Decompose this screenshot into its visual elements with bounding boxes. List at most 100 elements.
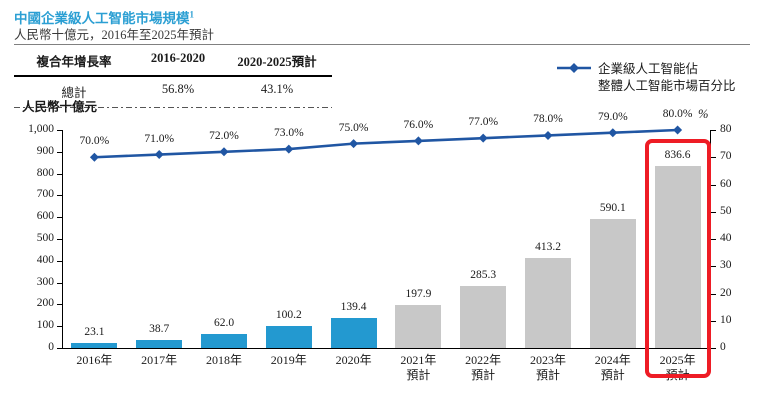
left-axis-tick-label: 400: [36, 253, 54, 266]
right-axis-tick: [711, 157, 716, 159]
line-series-icon: [557, 63, 591, 73]
right-axis-tick: [711, 184, 716, 186]
chart-legend: 企業級人工智能佔 整體人工智能市場百分比: [556, 61, 736, 95]
left-axis-line: [62, 130, 63, 348]
right-axis-tick: [711, 239, 716, 240]
x-axis-label-2016: 2016年: [76, 353, 113, 367]
cagr-col-2020-2025: 2020-2025預計: [237, 55, 317, 69]
x-axis-sublabel-2022: 預計: [471, 368, 496, 382]
line-point-2022: [478, 133, 488, 143]
bar-2020: [330, 317, 377, 348]
line-point-2023: [543, 130, 553, 140]
bar-2016: [71, 342, 118, 348]
left-axis-title: 人民幣十億元: [22, 100, 98, 114]
right-axis-tick: [711, 320, 716, 322]
right-axis-tick: [711, 130, 716, 131]
cagr-col-2016-2020: 2016-2020: [150, 51, 206, 65]
line-point-2024: [608, 128, 618, 138]
left-axis-tick-label: 800: [36, 166, 54, 179]
line-point-2021: [413, 136, 423, 146]
table-bottom-divider: [14, 107, 332, 108]
line-point-label-2020: 75.0%: [338, 121, 369, 134]
right-axis-tick-label: 40: [720, 232, 732, 244]
left-axis-tick: [57, 217, 62, 219]
left-axis-tick-label: 900: [36, 144, 54, 157]
line-point-2019: [284, 144, 294, 154]
right-axis-title: %: [698, 107, 709, 121]
left-axis-tick-label: 300: [36, 275, 54, 288]
right-axis-tick-label: 60: [720, 177, 732, 190]
legend-label: 企業級人工智能佔 整體人工智能市場百分比: [598, 61, 736, 95]
line-point-2017: [154, 150, 164, 160]
bar-value-label-2023: 413.2: [535, 240, 561, 253]
cagr-value-2016-2020: 56.8%: [161, 82, 195, 96]
cagr-table-header: 複合年增長率 2016-2020 2020-2025預計: [14, 51, 332, 77]
left-axis-tick-label: 0: [48, 341, 54, 353]
cagr-total-label: 總計: [61, 86, 87, 100]
top-divider: [14, 44, 750, 45]
left-axis-tick: [57, 304, 62, 306]
bar-value-label-2016: 23.1: [84, 325, 105, 338]
x-axis-label-2023: 2023年 預計: [516, 353, 580, 383]
bar-value-label-2022: 285.3: [470, 268, 497, 281]
bar-value-label-2018: 62.0: [213, 317, 235, 330]
page-title-text: 中國企業級人工智能市場規模: [14, 11, 190, 26]
bottom-axis-line: [62, 348, 711, 349]
left-axis-tick-label: 600: [36, 210, 54, 223]
left-axis-tick: [57, 260, 62, 262]
bar-2017: [136, 339, 183, 348]
line-point-label-2017: 71.0%: [144, 132, 175, 145]
left-axis-tick-label: 100: [36, 319, 54, 332]
x-axis-label-2017: 2017年: [141, 353, 178, 367]
line-point-label-2022: 77.0%: [468, 116, 499, 129]
left-axis-tick-label: 200: [36, 297, 54, 310]
bar-2021: [395, 304, 442, 348]
legend-label-line2: 整體人工智能市場百分比: [598, 79, 736, 93]
bar-value-label-2020: 139.4: [340, 300, 367, 313]
bar-2019: [265, 326, 312, 348]
highlight-box-2025: [644, 139, 711, 378]
cagr-table: 複合年增長率 2016-2020 2020-2025預計 總計 56.8% 43…: [14, 51, 332, 108]
page-subtitle: 人民幣十億元，2016年至2025年預計: [14, 28, 215, 42]
right-axis-tick: [711, 293, 716, 295]
left-axis-tick: [57, 173, 62, 175]
left-axis-tick: [57, 195, 62, 197]
right-axis-tick-label: 30: [720, 259, 732, 272]
left-axis-tick-label: 700: [36, 188, 54, 201]
cagr-table-row-total: 總計 56.8% 43.1%: [14, 77, 332, 107]
x-axis-label-2024: 2024年 預計: [581, 353, 645, 383]
line-point-label-2016: 70.0%: [79, 135, 110, 148]
right-axis-tick: [711, 211, 716, 213]
x-axis-label-2020: 2020年: [335, 353, 372, 367]
bar-2025: [654, 165, 701, 348]
line-point-label-2018: 72.0%: [209, 129, 239, 142]
right-axis-tick-label: 20: [720, 286, 732, 299]
x-axis-sublabel-2021: 預計: [406, 368, 431, 382]
right-axis-tick-label: 0: [720, 341, 726, 353]
line-point-2025: [673, 125, 683, 135]
title-footnote-marker: 1: [189, 9, 195, 20]
right-axis-tick-label: 80: [720, 123, 732, 135]
x-axis-label-2019: 2019年: [270, 353, 307, 367]
right-axis-tick-label: 10: [720, 313, 732, 326]
right-axis-tick-label: 70: [720, 150, 732, 163]
cagr-value-2020-2025: 43.1%: [260, 82, 294, 96]
line-point-label-2024: 79.0%: [597, 110, 628, 123]
bar-2018: [201, 334, 247, 348]
line-point-label-2023: 78.0%: [533, 113, 563, 126]
bar-2023: [525, 257, 571, 348]
right-axis-tick: [711, 266, 716, 268]
bar-value-label-2025: 836.6: [664, 148, 691, 161]
left-axis-tick-label: 500: [36, 232, 54, 244]
bar-value-label-2019: 100.2: [275, 309, 302, 322]
bar-2022: [460, 285, 507, 348]
x-axis-label-2022: 2022年 預計: [451, 353, 515, 383]
right-axis-tick: [711, 348, 716, 349]
line-point-2020: [349, 139, 359, 149]
left-axis-tick: [57, 151, 62, 153]
line-point-label-2025: 80.0%: [662, 108, 693, 120]
bar-value-label-2017: 38.7: [149, 322, 170, 335]
x-axis-sublabel-2023: 預計: [535, 368, 560, 382]
left-axis-tick: [57, 239, 62, 240]
